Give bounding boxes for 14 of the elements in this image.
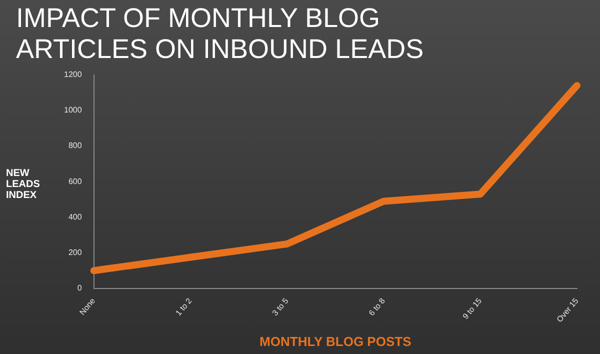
- x-tick-label: 9 to 15: [460, 296, 484, 321]
- x-axis-title: MONTHLY BLOG POSTS: [260, 334, 412, 349]
- chart-title: IMPACT OF MONTHLY BLOG ARTICLES ON INBOUND LEADS: [16, 3, 425, 65]
- x-tick-label: 1 to 2: [174, 296, 194, 318]
- x-tick-label: 6 to 8: [367, 296, 388, 318]
- y-tick-label: 1000: [64, 106, 82, 115]
- y-tick-label: 800: [68, 141, 82, 150]
- y-axis-title: NEW LEADS INDEX: [6, 168, 41, 201]
- y-tick-label: 400: [68, 212, 82, 222]
- y-tick-label: 1200: [64, 70, 82, 80]
- y-tick-label: 600: [68, 176, 82, 186]
- x-tick-label: 3 to 5: [270, 296, 291, 318]
- y-tick-label: 0: [77, 284, 82, 293]
- y-tick-label: 200: [68, 248, 82, 258]
